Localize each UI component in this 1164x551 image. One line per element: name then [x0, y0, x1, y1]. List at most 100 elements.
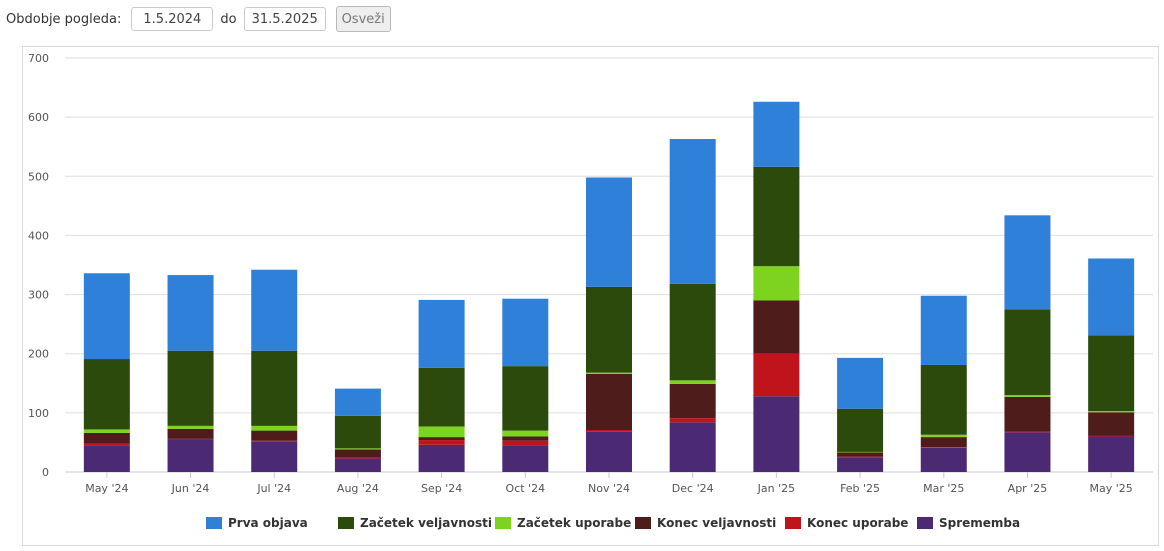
legend-label: Konec uporabe: [807, 516, 908, 530]
bar-segment: [418, 444, 465, 472]
bar-segment: [334, 415, 381, 449]
bar-segment: [83, 429, 130, 433]
bar-segment: [753, 396, 800, 472]
bar-segment: [669, 380, 716, 384]
legend-swatch: [917, 517, 933, 529]
bar-segment: [837, 451, 884, 453]
y-tick-label: 700: [28, 52, 49, 65]
date-from-input[interactable]: [131, 7, 214, 31]
x-tick-label: May '24: [85, 482, 128, 495]
bar-segment: [167, 275, 214, 351]
bar-segment: [334, 388, 381, 416]
bar-segment: [418, 426, 465, 438]
bar-segment: [1088, 335, 1135, 412]
x-tick-label: Sep '24: [421, 482, 462, 495]
stacked-bar-chart: 0 100 200 300 400 500 600 700 May '24 Jun '24 Jul …: [28, 52, 1153, 530]
bar-segment: [167, 425, 214, 429]
bar-segment: [251, 440, 298, 442]
legend-label: Sprememba: [939, 516, 1020, 530]
bar-segment: [920, 295, 967, 365]
chart-container: 0 100 200 300 400 500 600 700 May '24 Jun '24 Jul …: [22, 46, 1159, 546]
bar-segment: [669, 139, 716, 284]
bar-segment: [920, 447, 967, 472]
bar-segment: [669, 383, 716, 419]
bar-segment: [167, 438, 214, 440]
legend-label: Začetek uporabe: [517, 516, 631, 530]
bar-segment: [251, 430, 298, 441]
bar-segment: [502, 430, 549, 437]
bar-segment: [837, 452, 884, 457]
bar-segment: [753, 166, 800, 267]
legend-swatch: [206, 517, 222, 529]
bar-segment: [502, 445, 549, 472]
bar-segment: [586, 431, 632, 472]
bar-segment: [83, 273, 130, 360]
x-tick-label: Apr '25: [1008, 482, 1048, 495]
bar-segment: [251, 269, 298, 351]
y-tick-label: 100: [28, 407, 49, 420]
bar-segment: [418, 440, 465, 445]
bar-segment: [1004, 431, 1051, 433]
bar-segment: [586, 372, 632, 374]
bar-segment: [502, 436, 549, 441]
date-separator: do: [220, 11, 237, 27]
date-to-input[interactable]: [243, 7, 326, 31]
legend-swatch: [338, 517, 354, 529]
bar-segment: [334, 448, 381, 450]
x-tick-label: Jun '24: [171, 482, 210, 495]
bar-segment: [167, 350, 214, 426]
y-tick-label: 600: [28, 111, 49, 124]
bar-segment: [586, 430, 632, 432]
y-tick-label: 500: [28, 170, 49, 183]
bar-segment: [251, 425, 298, 431]
bar-segment: [1088, 411, 1135, 413]
bar-segment: [586, 373, 632, 431]
bar-segment: [83, 432, 130, 444]
bar-segment: [1004, 395, 1051, 397]
bar-segment: [837, 357, 884, 409]
period-toolbar: Obdobje pogleda: do Osveži: [6, 5, 391, 33]
x-tick-label: Dec '24: [672, 482, 714, 495]
legend-label: Konec veljavnosti: [657, 516, 776, 530]
legend-swatch: [495, 517, 511, 529]
x-tick-label: Aug '24: [337, 482, 379, 495]
y-tick-label: 400: [28, 229, 49, 242]
y-tick-label: 200: [28, 348, 49, 361]
bar-segment: [1088, 258, 1135, 336]
bar-segment: [669, 422, 716, 472]
bar-segment: [418, 299, 465, 368]
legend-label: Začetek veljavnosti: [360, 516, 492, 530]
bar-segment: [1004, 309, 1051, 396]
bar-segment: [83, 443, 130, 446]
bar-segment: [334, 458, 381, 472]
bar-segment: [167, 439, 214, 472]
bar-segment: [334, 449, 381, 458]
bar-segment: [920, 437, 967, 448]
bar-segment: [920, 364, 967, 435]
x-tick-label: Nov '24: [588, 482, 630, 495]
x-tick-label: Oct '24: [506, 482, 546, 495]
bar-segment: [586, 177, 632, 287]
refresh-button[interactable]: Osveži: [335, 6, 391, 32]
bar-segment: [753, 300, 800, 354]
bar-segment: [586, 286, 632, 373]
bar-segment: [1004, 215, 1051, 310]
x-tick-label: May '25: [1090, 482, 1133, 495]
x-tick-label: Mar '25: [923, 482, 964, 495]
bar-segment: [1088, 435, 1135, 437]
bar-segment: [502, 298, 549, 367]
x-tick-label: Jan '25: [757, 482, 795, 495]
bar-segment: [1004, 396, 1051, 432]
bar-segment: [669, 418, 716, 423]
bar-segment: [251, 350, 298, 426]
bar-segment: [251, 441, 298, 472]
bar-segment: [753, 101, 800, 167]
bar-segment: [1004, 432, 1051, 472]
legend-label: Prva objava: [228, 516, 308, 530]
bar-segment: [753, 266, 800, 301]
y-tick-label: 300: [28, 289, 49, 302]
y-tick-label: 0: [42, 466, 49, 479]
bar-segment: [1088, 436, 1135, 472]
bar-segment: [502, 366, 549, 431]
bar-segment: [418, 437, 465, 441]
